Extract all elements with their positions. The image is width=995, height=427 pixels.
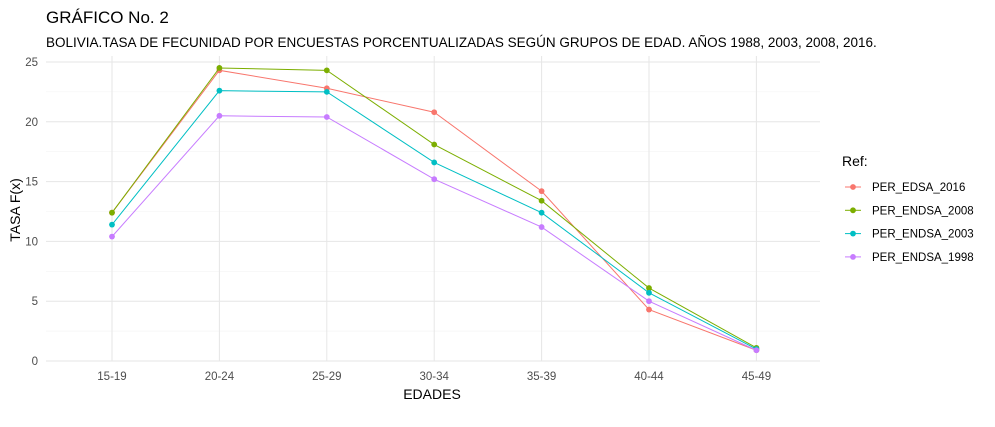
data-point [538,209,545,216]
data-point [323,88,330,95]
data-point [538,197,545,204]
data-point [323,114,330,120]
data-point [431,109,438,116]
data-point [431,159,438,166]
x-tick-label: 30-34 [419,371,449,383]
y-tick-label: 0 [32,356,38,368]
y-axis-title: TASA F(x) [7,178,23,242]
legend-label: PER_ENDSA_2008 [872,205,974,217]
legend-item: PER_ENDSA_2008 [845,205,974,217]
legend-key-point [850,184,856,190]
legend: Ref: PER_EDSA_2016 PER_ENDSA_2008 PER_ENDS… [842,153,974,264]
y-axis-ticks: 0 5 10 15 20 25 [25,57,38,368]
legend-item: PER_ENDSA_1998 [845,252,974,264]
x-tick-label: 40-44 [634,371,664,383]
data-point [109,233,115,240]
x-axis-title: EDADES [403,386,461,402]
x-tick-label: 45-49 [742,371,771,383]
data-point [646,298,652,305]
x-tick-label: 20-24 [205,371,235,383]
legend-key-point [850,230,856,237]
legend-label: PER_ENDSA_2003 [872,229,974,241]
data-point [646,289,652,296]
data-point [431,141,438,148]
x-tick-label: 15-19 [97,371,126,383]
data-point [216,87,223,94]
x-axis-ticks: 15-19 20-24 25-29 30-34 35-39 40-44 45-49 [97,371,771,383]
legend-title: Ref: [842,153,868,169]
data-point [753,347,760,354]
legend-label: PER_EDSA_2016 [872,182,965,194]
y-tick-label: 25 [25,57,38,69]
data-point [538,224,545,230]
legend-label: PER_ENDSA_1998 [872,252,974,264]
data-point [431,176,438,183]
series-lines [109,65,760,354]
legend-item: PER_EDSA_2016 [845,182,965,194]
data-point [216,112,223,119]
data-point [323,67,330,74]
y-tick-label: 15 [25,177,38,189]
legend-item: PER_ENDSA_2003 [845,229,974,241]
chart-title: GRÁFICO No. 2 [46,8,169,27]
series-per-endsa-2003 [109,87,760,352]
data-point [538,188,545,195]
data-point [216,65,223,71]
series-per-endsa-2008 [109,65,760,351]
data-point [646,306,652,313]
legend-key-point [850,207,856,214]
legend-key-point [850,254,856,260]
y-tick-label: 10 [25,236,38,248]
data-point [646,285,652,291]
chart-subtitle: BOLIVIA.TASA DE FECUNIDAD POR ENCUESTAS … [46,35,877,50]
x-tick-label: 25-29 [312,371,341,383]
data-point [109,221,115,228]
y-tick-label: 20 [25,117,38,129]
data-point [109,209,115,216]
y-tick-label: 5 [32,296,38,308]
x-tick-label: 35-39 [527,371,556,383]
grid [46,56,820,362]
series-per-endsa-1998 [109,112,760,354]
